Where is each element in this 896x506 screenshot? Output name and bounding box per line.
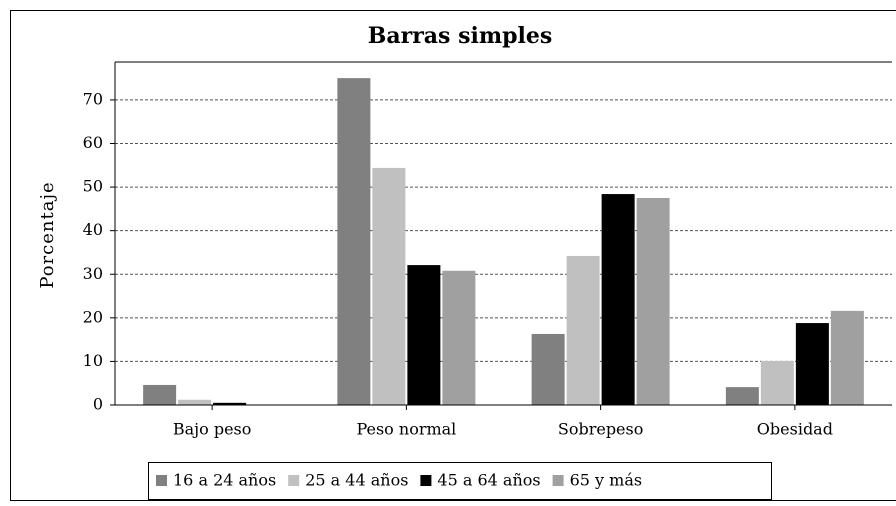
bar (178, 399, 212, 405)
legend-label: 16 a 24 años (173, 471, 276, 490)
bar (407, 265, 441, 405)
legend-swatch (288, 475, 300, 486)
bar (531, 333, 565, 405)
bar (372, 167, 406, 405)
legend-swatch (552, 475, 564, 486)
bar (830, 310, 864, 405)
bar (795, 323, 829, 405)
x-tick-label: Obesidad (757, 420, 833, 439)
y-tick-label: 20 (83, 307, 103, 326)
x-tick-label: Sobrepeso (558, 420, 644, 439)
legend-label: 65 y más (570, 471, 643, 490)
bar (601, 194, 635, 405)
y-tick-label: 70 (83, 89, 103, 108)
bar (213, 402, 247, 405)
bar (636, 197, 670, 405)
legend-label: 25 a 44 años (305, 471, 408, 490)
bar (725, 387, 759, 405)
bar (337, 78, 371, 405)
bar (442, 270, 476, 405)
legend-label: 45 a 64 años (437, 471, 540, 490)
y-tick-label: 30 (83, 264, 103, 283)
chart-title: Barras simples (368, 23, 552, 49)
y-tick-label: 60 (83, 133, 103, 152)
x-tick-label: Peso normal (356, 420, 456, 439)
chart-frame (10, 10, 896, 501)
bar (566, 255, 600, 405)
bar (143, 384, 177, 405)
legend-box (148, 462, 772, 500)
y-tick-label: 40 (83, 220, 103, 239)
legend-swatch (420, 475, 432, 486)
y-axis-label: Porcentaje (37, 181, 58, 288)
y-tick-label: 10 (83, 351, 103, 370)
x-tick-label: Bajo peso (173, 420, 252, 439)
bar (760, 360, 794, 405)
y-tick-label: 50 (83, 177, 103, 196)
y-tick-label: 0 (93, 395, 103, 414)
legend-swatch (156, 475, 167, 486)
